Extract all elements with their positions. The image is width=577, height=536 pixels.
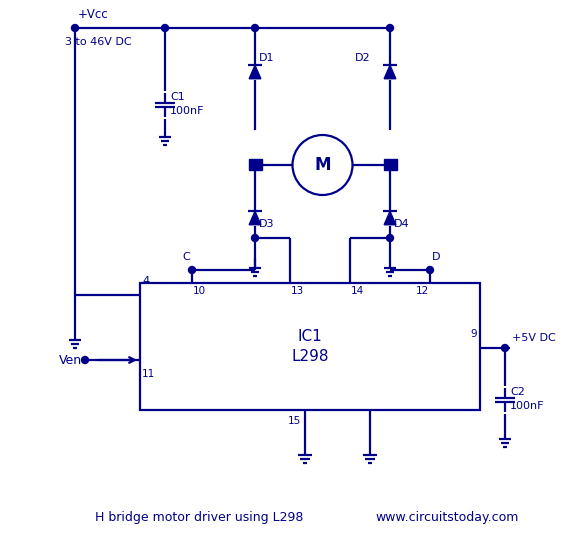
Text: C1: C1 [170,92,185,102]
Text: C: C [182,252,190,262]
Circle shape [252,161,258,168]
Polygon shape [384,211,396,225]
Text: 100nF: 100nF [510,401,545,411]
Circle shape [387,25,394,32]
Circle shape [426,266,433,273]
Text: 100nF: 100nF [170,106,204,116]
Text: Ven: Ven [59,354,82,367]
Text: C2: C2 [510,387,525,397]
Text: 11: 11 [142,369,155,379]
Text: D4: D4 [394,219,410,229]
Text: 13: 13 [291,286,304,296]
Circle shape [501,345,508,352]
Text: D: D [432,252,440,262]
Polygon shape [249,211,261,225]
Text: +5V DC: +5V DC [512,333,556,343]
Bar [384,159,397,170]
Circle shape [189,266,196,273]
Polygon shape [249,65,261,79]
Text: D1: D1 [259,53,275,63]
Text: L298: L298 [291,349,329,364]
Text: 3 to 46V DC: 3 to 46V DC [65,37,132,47]
Circle shape [252,235,258,242]
Text: 12: 12 [416,286,429,296]
Circle shape [72,25,78,32]
Text: M: M [314,156,331,174]
Text: www.circuitstoday.com: www.circuitstoday.com [375,510,518,524]
Circle shape [252,25,258,32]
Text: H bridge motor driver using L298: H bridge motor driver using L298 [95,510,304,524]
Bar [249,159,262,170]
Bar [140,283,480,410]
Circle shape [387,235,394,242]
Text: D2: D2 [355,53,370,63]
Text: 9: 9 [470,329,477,339]
Text: 4: 4 [142,276,149,286]
Text: 15: 15 [288,416,301,426]
Text: D3: D3 [259,219,275,229]
Text: 10: 10 [193,286,206,296]
Text: +Vcc: +Vcc [78,8,108,21]
Text: IC1: IC1 [298,329,323,344]
Polygon shape [384,65,396,79]
Circle shape [387,161,394,168]
Text: 14: 14 [351,286,364,296]
Circle shape [162,25,168,32]
Circle shape [81,356,88,363]
